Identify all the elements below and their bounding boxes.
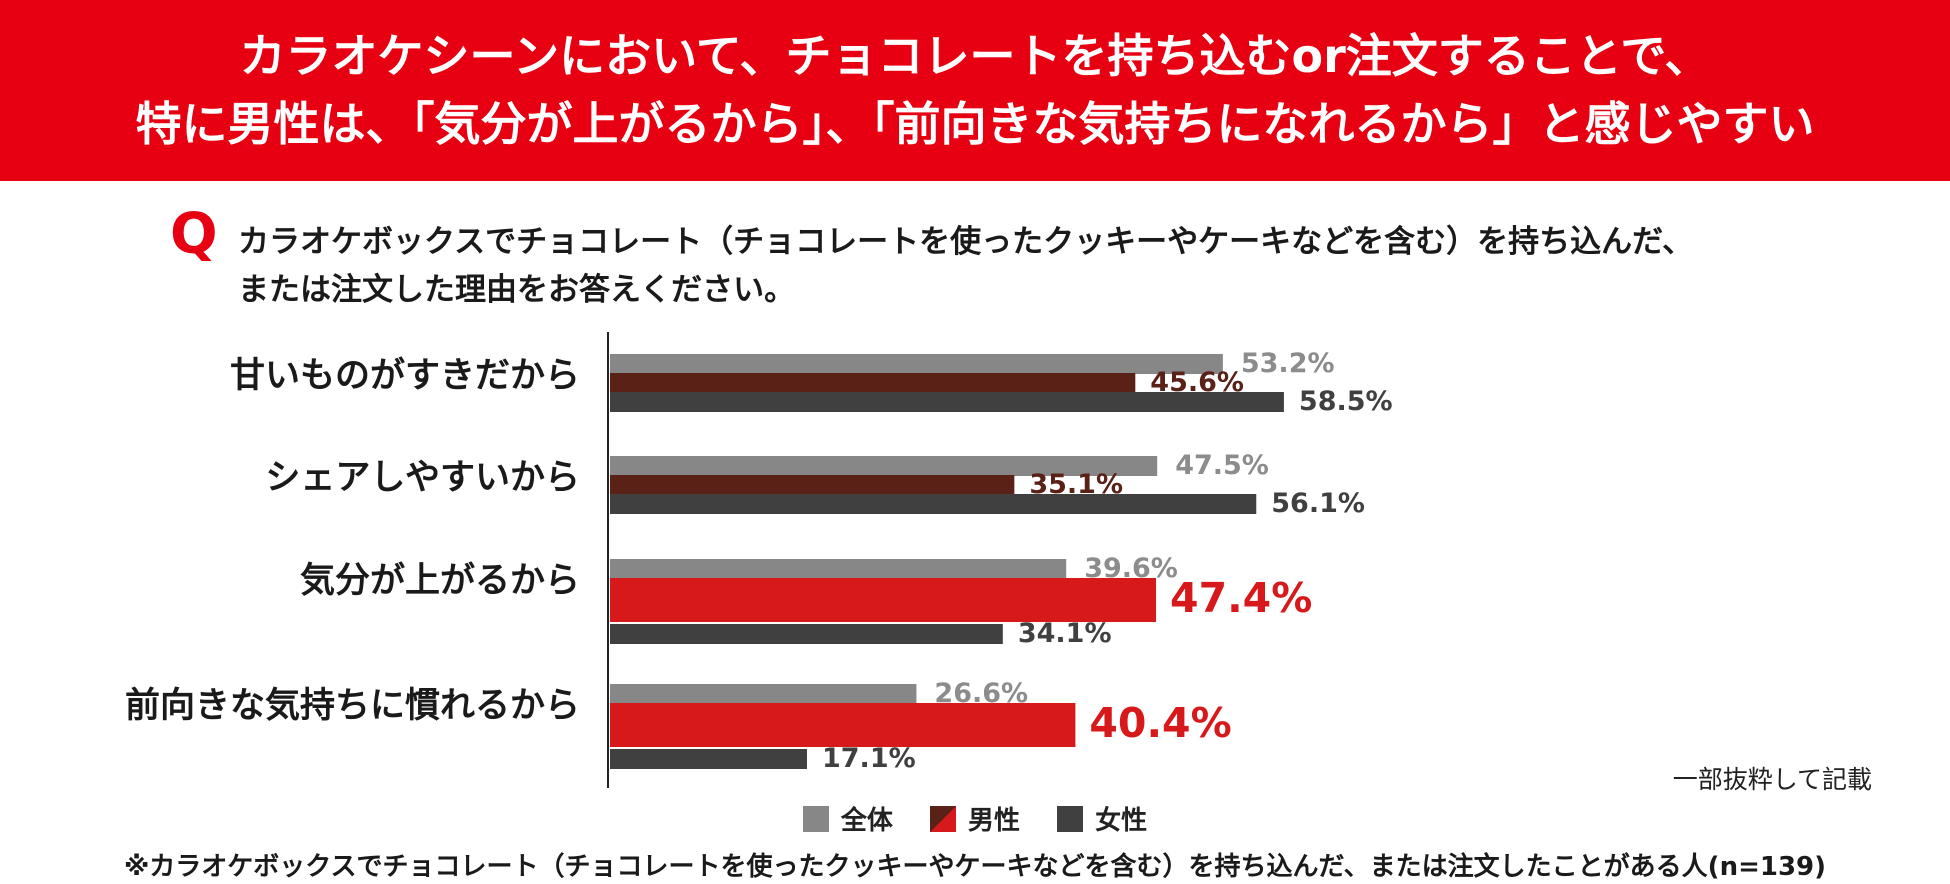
label-female-cat-1: 58.5%	[1299, 386, 1393, 417]
bar-female-cat-1	[610, 392, 1284, 412]
category-label-cat-4: 前向きな気持ちに慣れるから	[125, 686, 580, 726]
label-total-cat-1: 53.2%	[1241, 348, 1335, 379]
category-label-cat-1: 甘いものがすきだから	[230, 356, 580, 396]
question-text: カラオケボックスでチョコレート（チョコレートを使ったクッキーやケーキなどを含む）…	[238, 218, 1693, 314]
title-line-2: 特に男性は、「気分が上がるから」、「前向きな気持ちになれるから」と感じやすい	[135, 97, 1815, 151]
bar-female-cat-3	[610, 624, 1003, 644]
bar-chart: 甘いものがすきだから 53.2%45.6%58.5%シェアしやすいから 47.5%3…	[125, 332, 1393, 788]
excerpt-note: 一部抜粋して記載	[1672, 765, 1872, 794]
bar-total-cat-1	[610, 354, 1223, 374]
bar-male-cat-3	[610, 578, 1157, 622]
question-line-1: カラオケボックスでチョコレート（チョコレートを使ったクッキーやケーキなどを含む）…	[238, 224, 1694, 260]
label-female-cat-2: 56.1%	[1271, 488, 1365, 519]
legend-swatch-male	[929, 805, 956, 832]
label-female-cat-3: 34.1%	[1018, 618, 1112, 649]
legend-label-female: 女性	[1095, 806, 1148, 836]
bar-male-cat-4	[610, 703, 1076, 747]
chart-bars: 甘いものがすきだから 53.2%45.6%58.5%シェアしやすいから 47.5%3…	[125, 348, 1393, 774]
bar-female-cat-4	[610, 749, 807, 769]
legend-label-total: 全体	[840, 806, 893, 836]
legend-label-male: 男性	[967, 806, 1020, 836]
label-male-cat-3: 47.4%	[1170, 574, 1312, 622]
bar-male-cat-2	[610, 475, 1015, 495]
legend-swatch-total	[802, 805, 829, 832]
label-total-cat-2: 47.5%	[1175, 450, 1269, 481]
legend-item-female: 女性	[1057, 800, 1147, 837]
question-line-2: または注文した理由をお答えください。	[238, 272, 796, 308]
footnote: ※カラオケボックスでチョコレート（チョコレートを使ったクッキーやケーキなどを含む…	[123, 852, 1827, 882]
bar-female-cat-2	[610, 494, 1257, 514]
legend-item-total: 全体	[802, 800, 893, 837]
label-female-cat-4: 17.1%	[822, 743, 916, 774]
legend-swatch-female	[1057, 805, 1084, 832]
label-male-cat-4: 40.4%	[1089, 699, 1231, 747]
title-line-1: カラオケシーンにおいて、チョコレートを持ち込むor注文することで、	[239, 29, 1711, 83]
title-banner: カラオケシーンにおいて、チョコレートを持ち込むor注文することで、 特に男性は、…	[0, 0, 1950, 181]
bar-total-cat-2	[610, 456, 1158, 476]
chart-legend: 全体 男性 女性	[0, 800, 1950, 839]
legend-item-male: 男性	[929, 800, 1020, 837]
category-label-cat-2: シェアしやすいから	[265, 458, 580, 498]
question-mark-q: Q	[170, 202, 218, 267]
category-label-cat-3: 気分が上がるから	[300, 561, 580, 601]
bar-total-cat-4	[610, 684, 917, 704]
bar-total-cat-3	[610, 559, 1067, 579]
bar-male-cat-1	[610, 373, 1136, 393]
